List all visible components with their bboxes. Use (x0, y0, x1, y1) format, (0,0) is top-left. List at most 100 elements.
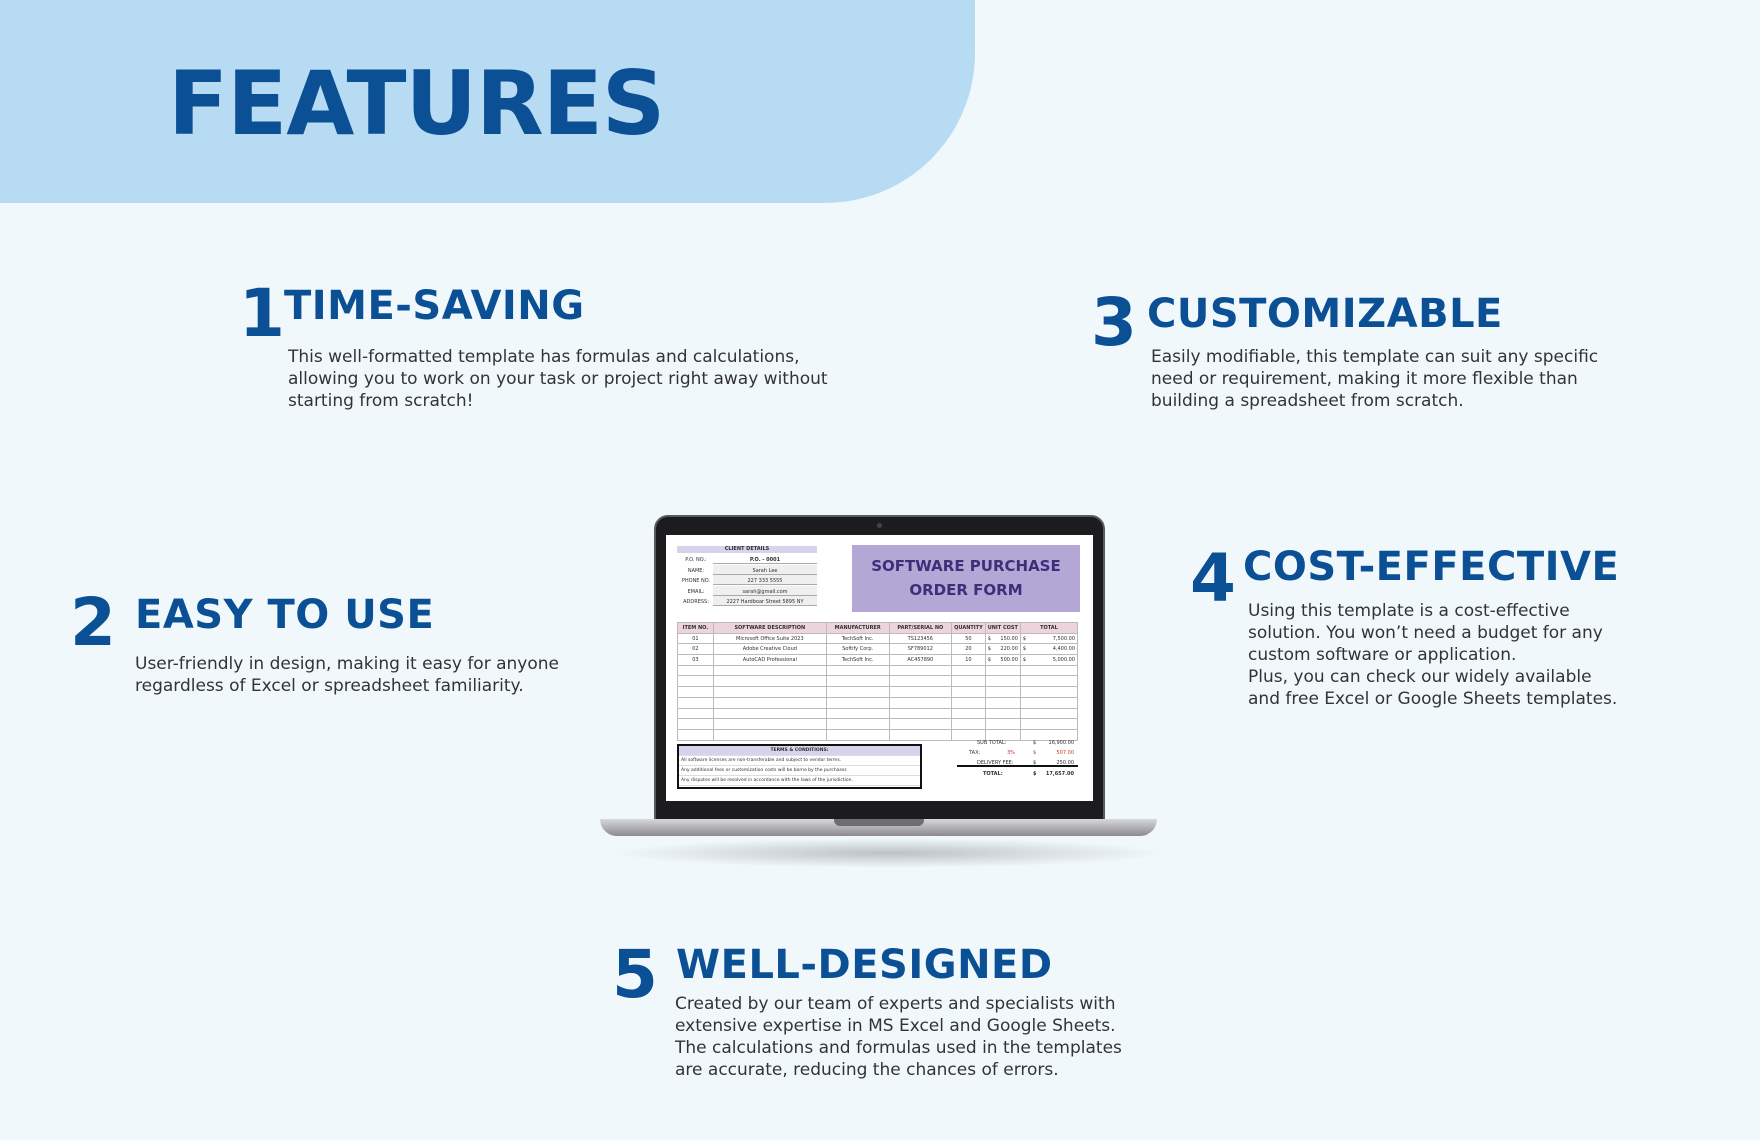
table-cell (677, 686, 714, 698)
client-row: PHONE NO. 227 333 5555 (677, 575, 817, 586)
table-cell: 02 (677, 643, 714, 656)
total-row: TOTAL: $ 17,657.00 (957, 768, 1078, 778)
table-row (677, 686, 1079, 698)
feature-3-number: 3 (1091, 284, 1137, 361)
currency: $ (1033, 760, 1037, 766)
table-cell (1019, 675, 1029, 688)
table-cell (984, 686, 993, 698)
table-cell (1019, 664, 1029, 677)
table-cell (1019, 686, 1029, 698)
table-cell: 220.00 (992, 643, 1021, 656)
table-cell: $ (1019, 643, 1029, 656)
table-cell (677, 728, 714, 741)
table-header: ITEM NO. SOFTWARE DESCRIPTION MANUFACTURER… (677, 622, 1079, 634)
table-cell: $ (1019, 654, 1029, 666)
table-cell (1028, 728, 1079, 741)
table-cell (951, 728, 986, 741)
feature-3-body: Easily modifiable, this template can sui… (1151, 347, 1599, 411)
client-row: EMAIL: sarah@gmail.com (677, 585, 817, 597)
table-cell (825, 675, 890, 688)
terms-line: All software licenses are non-transferab… (679, 756, 920, 766)
table-cell (951, 675, 986, 688)
table-cell (888, 664, 953, 677)
table-cell (888, 718, 953, 730)
table-cell: AutoCAD Professional (712, 654, 827, 666)
subtotal-label: SUB TOTAL: (977, 740, 1007, 746)
client-label: EMAIL: (687, 588, 705, 595)
table-cell (712, 686, 827, 698)
laptop-base (600, 819, 1157, 836)
table-cell (825, 718, 890, 730)
table-cell (712, 728, 827, 741)
feature-5-body: Created by our team of experts and speci… (675, 994, 1122, 1080)
table-cell (1028, 718, 1079, 730)
column-header: ITEM NO. (677, 622, 714, 634)
table-cell (992, 728, 1021, 741)
table-cell: SF789012 (888, 643, 953, 656)
table-cell (951, 664, 986, 677)
client-value: 227 333 5555 (713, 575, 817, 585)
table-cell (992, 675, 1021, 688)
table-cell (712, 664, 827, 677)
client-row: ADDRESS: 2227 Hardboar Street 5895 NY (677, 596, 817, 607)
table-cell (984, 696, 993, 709)
form-title: SOFTWARE PURCHASE ORDER FORM (852, 545, 1080, 612)
table-cell (951, 707, 986, 720)
tax-row: TAX: 3% $ 507.00 (957, 747, 1078, 757)
table-row: 03 AutoCAD Professional TechSoft Inc. AC457… (677, 654, 1079, 666)
table-cell (825, 728, 890, 741)
tax-value: 507.00 (1056, 750, 1075, 756)
subtotal-row: SUB TOTAL: $ 16,900.00 (957, 737, 1078, 747)
column-header: TOTAL (1019, 622, 1079, 634)
column-header: QUANTITY (951, 622, 986, 634)
table-cell: TechSoft Inc. (825, 654, 890, 666)
feature-2-number: 2 (70, 584, 116, 661)
column-header: PART/SERIAL NO (888, 622, 953, 634)
table-cell: $ (984, 654, 993, 666)
header-banner (0, 0, 975, 203)
table-cell: Microsoft Office Suite 2023 (712, 632, 827, 645)
table-cell (984, 707, 993, 720)
table-cell (951, 686, 986, 698)
terms-box: TERMS & CONDITIONS: All software license… (677, 744, 922, 789)
client-row: NAME: Sarah Lee (677, 564, 817, 576)
table-cell: 150.00 (992, 632, 1021, 645)
client-value: Sarah Lee (713, 564, 817, 575)
table-row (677, 728, 1079, 741)
table-cell: 01 (677, 632, 714, 645)
table-cell: TS123456 (888, 632, 953, 645)
table-cell (712, 696, 827, 709)
table-cell: 7,500.00 (1028, 632, 1079, 645)
feature-1-title: TIME-SAVING (284, 283, 585, 329)
client-label: P.O. NO.: (685, 557, 707, 563)
table-cell: 4,400.00 (1028, 643, 1079, 656)
table-cell: 500.00 (992, 654, 1021, 666)
table-cell: 50 (951, 632, 986, 645)
feature-3-title: CUSTOMIZABLE (1147, 291, 1503, 337)
laptop-notch (834, 819, 924, 826)
table-cell (951, 696, 986, 709)
table-cell (1019, 707, 1029, 720)
table-cell (992, 696, 1021, 709)
feature-4-body: Using this template is a cost-effective … (1248, 601, 1618, 709)
table-cell (984, 675, 993, 688)
table-row (677, 696, 1079, 709)
items-table: ITEM NO. SOFTWARE DESCRIPTION MANUFACTURER… (677, 622, 1079, 741)
table-cell (1019, 718, 1029, 730)
table-row: 02 Adobe Creative Cloud Softify Corp. SF789… (677, 643, 1079, 656)
spreadsheet-preview: CLIENT DETAILS P.O. NO.: P.O. - 0001 NAME:… (666, 535, 1093, 801)
table-cell: 03 (677, 654, 714, 666)
table-cell (888, 686, 953, 698)
table-cell (1028, 707, 1079, 720)
currency: $ (1033, 740, 1037, 746)
camera-icon (877, 523, 882, 528)
table-cell: $ (984, 643, 993, 656)
table-cell (1019, 696, 1029, 709)
table-cell (992, 707, 1021, 720)
table-cell (712, 718, 827, 730)
table-cell (1028, 664, 1079, 677)
client-value: sarah@gmail.com (713, 585, 817, 596)
table-cell (951, 718, 986, 730)
feature-2-body: User-friendly in design, making it easy … (135, 654, 559, 696)
tax-label: TAX: (969, 750, 981, 756)
